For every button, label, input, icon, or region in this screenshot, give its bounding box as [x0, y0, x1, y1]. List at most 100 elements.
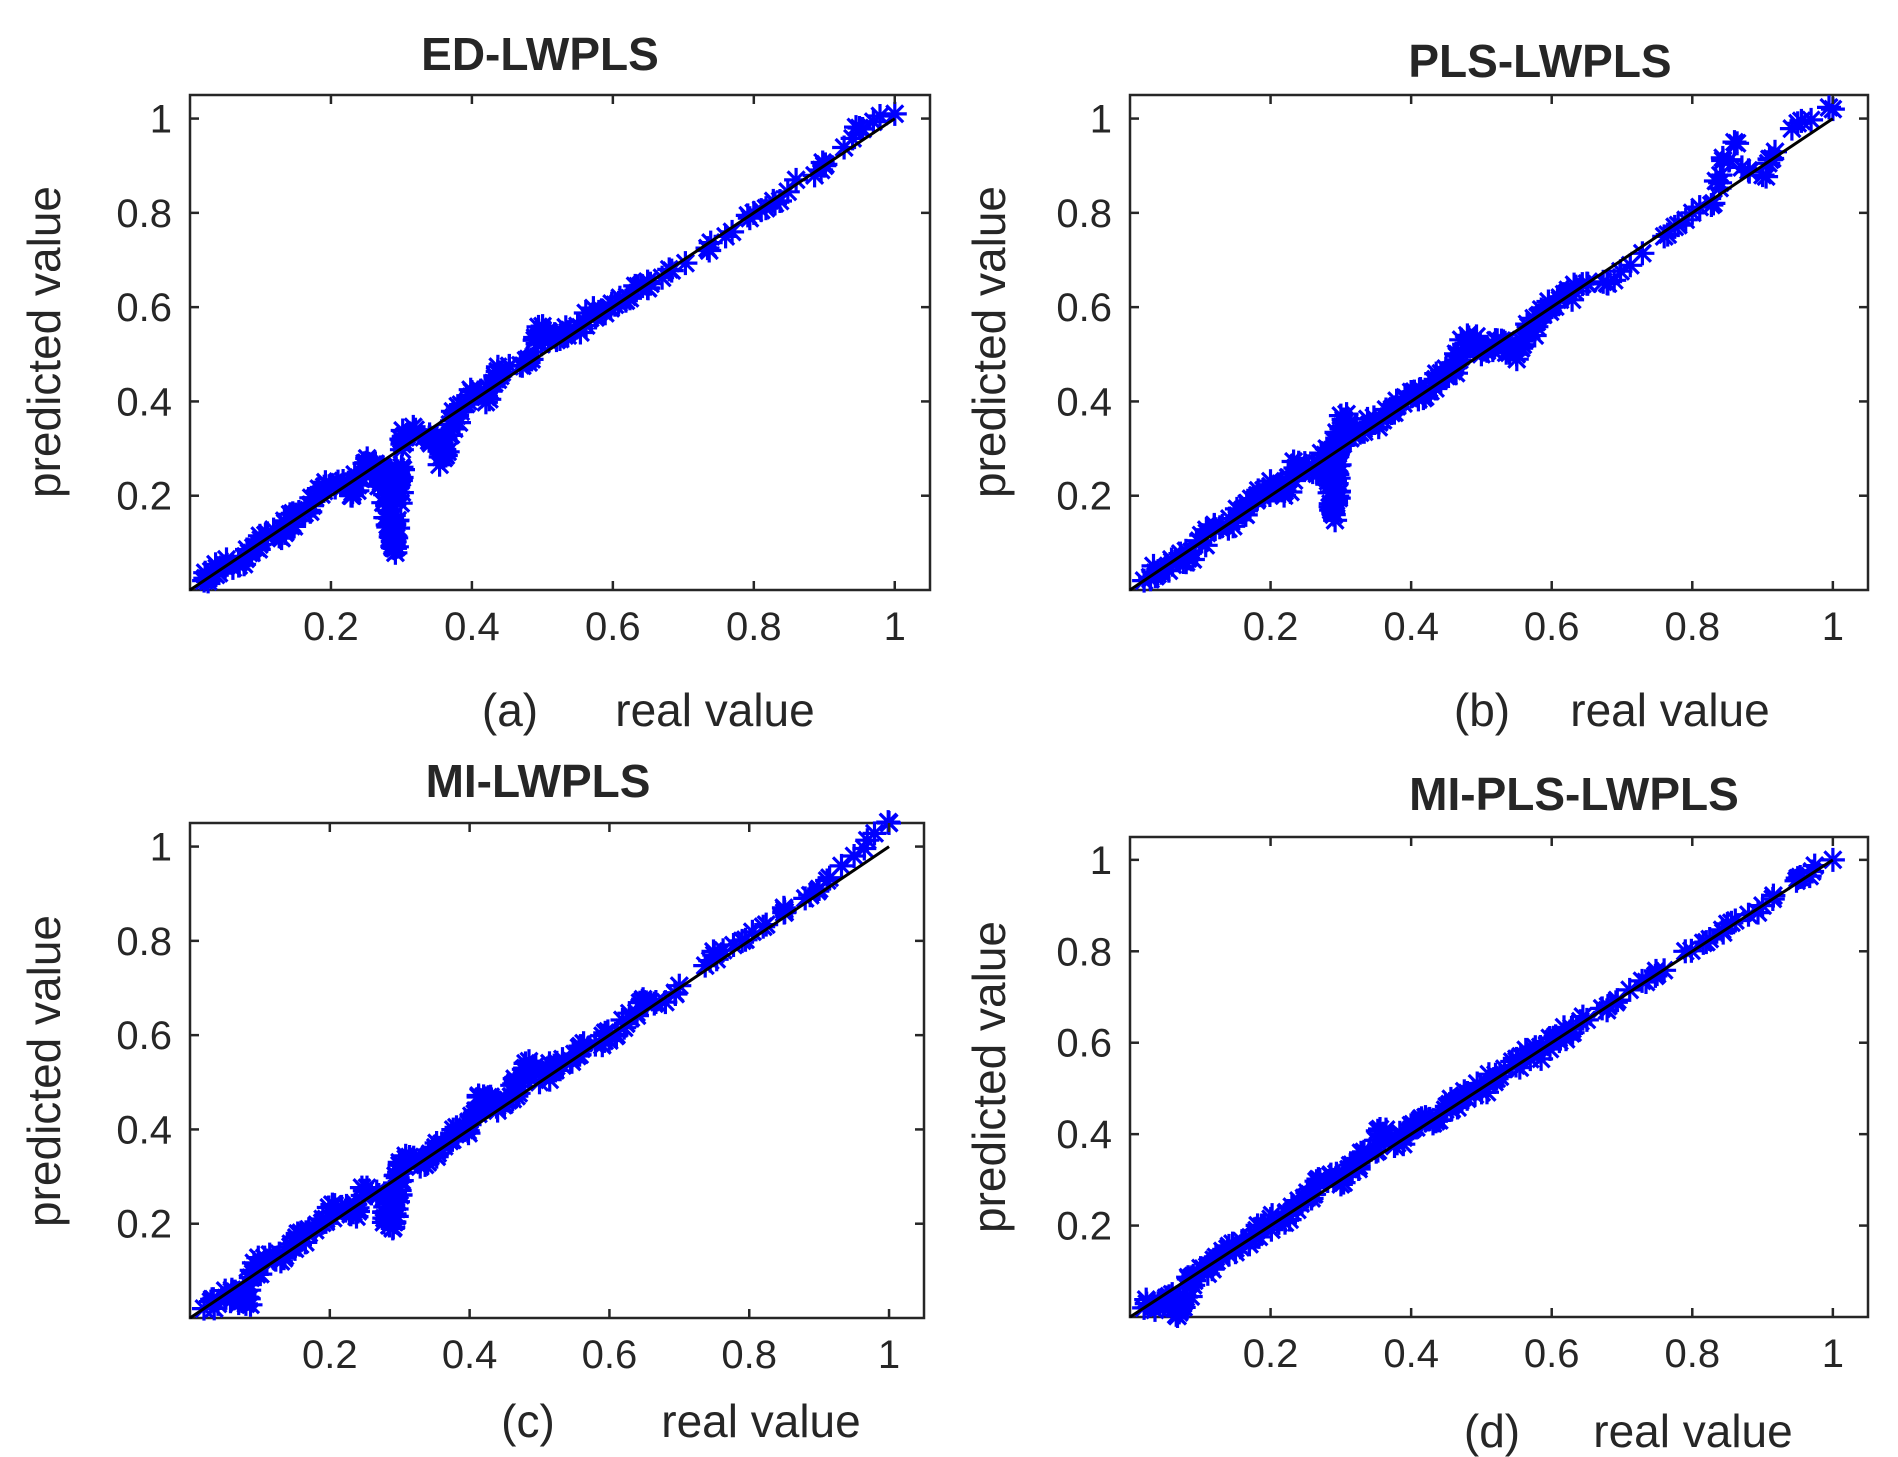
data-point [1286, 450, 1311, 475]
x-axis-label: real value [1593, 1405, 1792, 1457]
reference-line [1129, 858, 1834, 1319]
data-point [1146, 1291, 1171, 1316]
y-tick-label: 0.8 [1056, 192, 1112, 236]
x-tick-label: 0.4 [442, 1333, 498, 1377]
x-tick-label: 0.8 [1664, 605, 1720, 649]
panel-c: MI-LWPLS 0.2 0.4 0.6 0.8 1 0.2 0.4 0.6 0.8 1 pred… [18, 755, 926, 1447]
data-point [1708, 163, 1733, 188]
x-tick-label: 0.6 [1524, 1332, 1580, 1376]
data-point [1293, 1186, 1318, 1211]
y-tick-label: 0.4 [116, 380, 172, 424]
data-point [382, 535, 407, 560]
data-point [1785, 111, 1810, 136]
data-point [431, 446, 456, 470]
reference-line [189, 117, 896, 592]
x-tick-label: 0.6 [585, 605, 641, 649]
data-point [868, 104, 892, 128]
panel-label: (b) [1454, 684, 1510, 736]
data-point [386, 516, 411, 541]
data-point [1427, 1108, 1452, 1133]
y-tick-label: 0.8 [116, 192, 172, 236]
data-point [541, 1056, 566, 1081]
x-tick-label: 0.2 [303, 605, 359, 649]
y-tick-label: 0.2 [1056, 1205, 1112, 1249]
data-point [1595, 271, 1620, 296]
y-tick-label: 0.4 [116, 1108, 172, 1152]
x-tick-label: 1 [878, 1333, 900, 1377]
panel-title: ED-LWPLS [421, 28, 659, 80]
data-point [793, 886, 818, 911]
reference-line [189, 845, 890, 1320]
panel-label: (c) [501, 1395, 555, 1447]
y-tick-label: 0.6 [1056, 286, 1112, 330]
ticks-layer: 0.2 0.4 0.6 0.8 1 0.2 0.4 0.6 0.8 1 [1056, 95, 1868, 649]
panel-title: MI-PLS-LWPLS [1409, 768, 1739, 820]
marks-layer [189, 810, 901, 1321]
y-tick-label: 1 [150, 826, 172, 870]
data-point [1216, 516, 1241, 541]
panel-title: MI-LWPLS [426, 755, 651, 807]
y-tick-label: 1 [150, 98, 172, 142]
x-tick-label: 0.2 [1243, 1332, 1299, 1376]
marks-layer [189, 101, 907, 594]
data-point [1722, 130, 1747, 155]
data-point [1710, 145, 1735, 170]
panel-b: PLS-LWPLS 0.2 0.4 0.6 0.8 1 0.2 0.4 0.6 0.8 1 pre… [963, 35, 1870, 736]
y-tick-label: 0.6 [116, 1014, 172, 1058]
data-point [1325, 462, 1350, 487]
x-tick-label: 0.4 [444, 605, 500, 649]
x-tick-label: 1 [1822, 605, 1844, 649]
panel-d: MI-PLS-LWPLS 0.2 0.4 0.6 0.8 10.20.40.60.81 … [963, 768, 1870, 1457]
data-point [1441, 1090, 1466, 1115]
x-tick-label: 0.8 [1664, 1332, 1720, 1376]
x-tick-label: 0.2 [1243, 605, 1299, 649]
y-axis-label: predicted value [963, 186, 1015, 498]
data-point [471, 1084, 496, 1109]
data-point [1427, 365, 1452, 390]
panel-a: ED-LWPLS 0.2 0.4 0.6 0.8 1 0.2 0.4 0.6 0.8 1 pred… [18, 28, 932, 736]
data-point [882, 101, 907, 126]
data-point [1371, 1122, 1395, 1147]
panel-label: (d) [1464, 1405, 1520, 1457]
data-point [386, 1189, 410, 1214]
x-axis-label: real value [1570, 684, 1769, 736]
x-tick-label: 1 [884, 605, 906, 649]
data-point [435, 418, 460, 443]
y-tick-label: 0.6 [1056, 1022, 1112, 1066]
data-point [1328, 403, 1353, 428]
data-point [1701, 191, 1726, 216]
data-point [1455, 323, 1480, 348]
y-tick-label: 0.4 [1056, 380, 1112, 424]
data-point [847, 116, 872, 140]
data-point [380, 1216, 405, 1241]
y-tick-label: 0.2 [116, 475, 172, 519]
data-point [499, 1084, 524, 1109]
data-point [516, 347, 541, 371]
data-point [338, 1202, 363, 1227]
data-point [240, 1258, 265, 1283]
data-point [1504, 342, 1529, 367]
data-point [375, 493, 400, 518]
marks-layer [1129, 95, 1845, 593]
data-point [340, 483, 365, 508]
y-axis-label: predicted value [18, 915, 70, 1227]
data-point [855, 828, 880, 853]
marks-layer [1129, 847, 1845, 1328]
x-axis-label: real value [661, 1395, 860, 1447]
data-point [842, 844, 867, 868]
reference-line [1129, 117, 1834, 592]
x-tick-label: 0.6 [1524, 605, 1580, 649]
y-tick-label: 0.6 [116, 286, 172, 330]
y-tick-label: 1 [1090, 839, 1112, 883]
y-tick-label: 0.4 [1056, 1113, 1112, 1157]
x-tick-label: 0.4 [1383, 605, 1439, 649]
y-axis-label: predicted value [963, 921, 1015, 1233]
ticks-layer: 0.2 0.4 0.6 0.8 1 0.2 0.4 0.6 0.8 1 [116, 95, 930, 649]
panel-label: (a) [482, 684, 538, 736]
data-point [1483, 1062, 1508, 1087]
y-tick-label: 0.2 [1056, 475, 1112, 519]
panel-title: PLS-LWPLS [1408, 35, 1671, 87]
y-tick-label: 0.2 [116, 1203, 172, 1247]
x-tick-label: 0.6 [582, 1333, 638, 1377]
ticks-layer: 0.2 0.4 0.6 0.8 1 0.2 0.4 0.6 0.8 1 [1056, 837, 1868, 1376]
